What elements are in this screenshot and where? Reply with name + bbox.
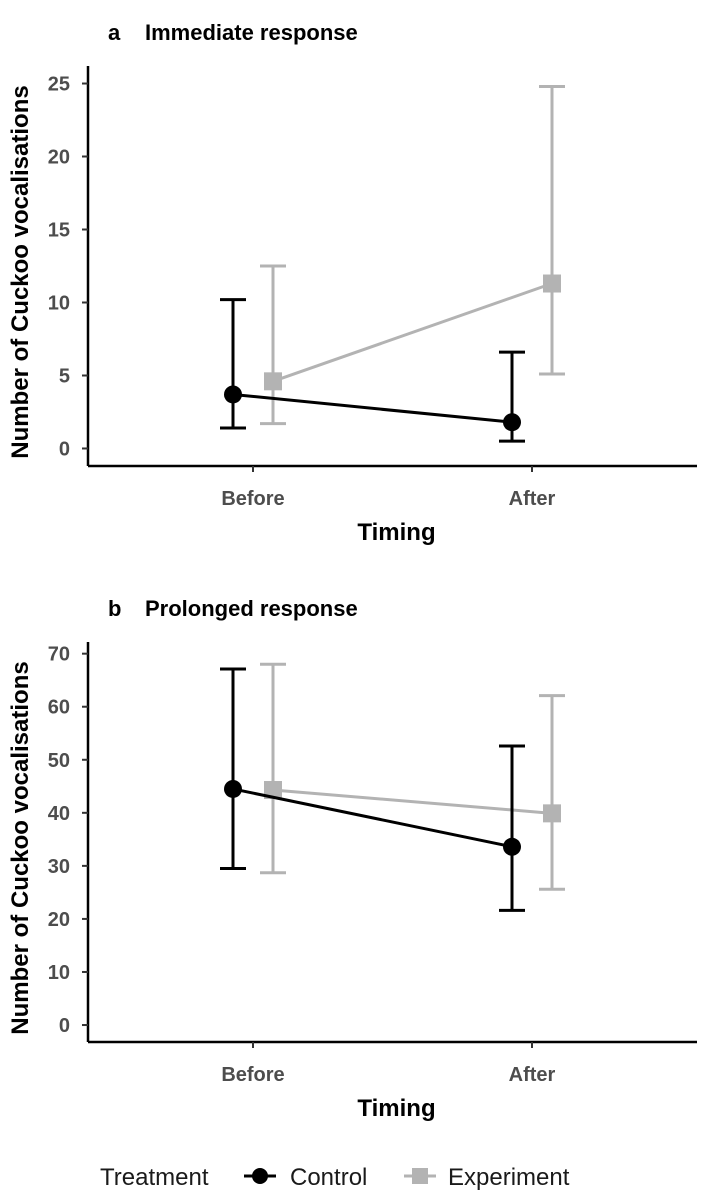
legend-label-experiment: Experiment <box>448 1164 570 1191</box>
legend-key-experiment <box>404 1168 436 1184</box>
data-point <box>264 781 282 800</box>
y-tick-label: 70 <box>48 644 70 666</box>
series-control <box>220 298 525 443</box>
series-line <box>232 787 513 849</box>
x-tick-label: After <box>509 488 556 510</box>
data-point <box>224 385 242 404</box>
data-point <box>264 372 282 391</box>
y-tick-label: 0 <box>59 438 70 460</box>
legend-label-control: Control <box>290 1164 367 1191</box>
error-bar <box>260 662 286 875</box>
data-point <box>503 413 521 432</box>
x-tick-label: Before <box>221 1064 284 1086</box>
chart-panel-a: a Immediate response 0 5 10 15 20 25 Before After… <box>7 20 697 546</box>
legend-marker-experiment <box>412 1168 428 1184</box>
data-point <box>503 837 521 856</box>
series-line <box>232 392 513 424</box>
series-experiment <box>260 662 565 891</box>
y-tick-label: 30 <box>48 856 70 878</box>
y-axis-title: Number of Cuckoo vocalisations <box>7 85 34 458</box>
panels: a Immediate response 0 5 10 15 20 25 Before After… <box>7 20 697 1122</box>
y-tick-label: 40 <box>48 803 70 825</box>
data-point <box>224 779 242 798</box>
data-point <box>543 804 561 823</box>
legend: Treatment Control Experiment <box>100 1164 570 1191</box>
error-bar <box>220 667 246 871</box>
x-axis-title: Timing <box>357 519 435 546</box>
series-experiment <box>260 84 565 426</box>
chart-title: Immediate response <box>145 20 358 45</box>
y-tick-label: 50 <box>48 750 70 772</box>
error-bar <box>499 744 525 912</box>
y-tick-label: 10 <box>48 292 70 314</box>
y-tick-label: 25 <box>48 74 70 96</box>
series-line <box>272 788 553 815</box>
panel-letter: b <box>108 596 121 621</box>
y-tick-label: 5 <box>59 365 70 387</box>
y-tick-label: 20 <box>48 909 70 931</box>
panel-letter: a <box>108 20 121 45</box>
series-control <box>220 667 525 912</box>
error-bar <box>220 298 246 430</box>
x-tick-label: After <box>509 1064 556 1086</box>
legend-key-control <box>244 1168 276 1184</box>
legend-marker-control <box>252 1168 268 1184</box>
x-axis-title: Timing <box>357 1095 435 1122</box>
legend-title: Treatment <box>100 1164 209 1191</box>
y-tick-label: 0 <box>59 1015 70 1037</box>
error-bar <box>539 84 565 376</box>
chart-title: Prolonged response <box>145 596 358 621</box>
series-line <box>272 282 553 383</box>
y-tick-label: 60 <box>48 697 70 719</box>
error-bar <box>539 694 565 891</box>
x-tick-label: Before <box>221 488 284 510</box>
y-tick-label: 15 <box>48 220 70 242</box>
chart-panel-b: b Prolonged response 0 10 20 30 40 50 60 70 Before… <box>7 596 697 1122</box>
y-axis-title: Number of Cuckoo vocalisations <box>7 661 34 1034</box>
y-tick-label: 20 <box>48 147 70 169</box>
data-point <box>543 274 561 293</box>
y-tick-label: 10 <box>48 962 70 984</box>
